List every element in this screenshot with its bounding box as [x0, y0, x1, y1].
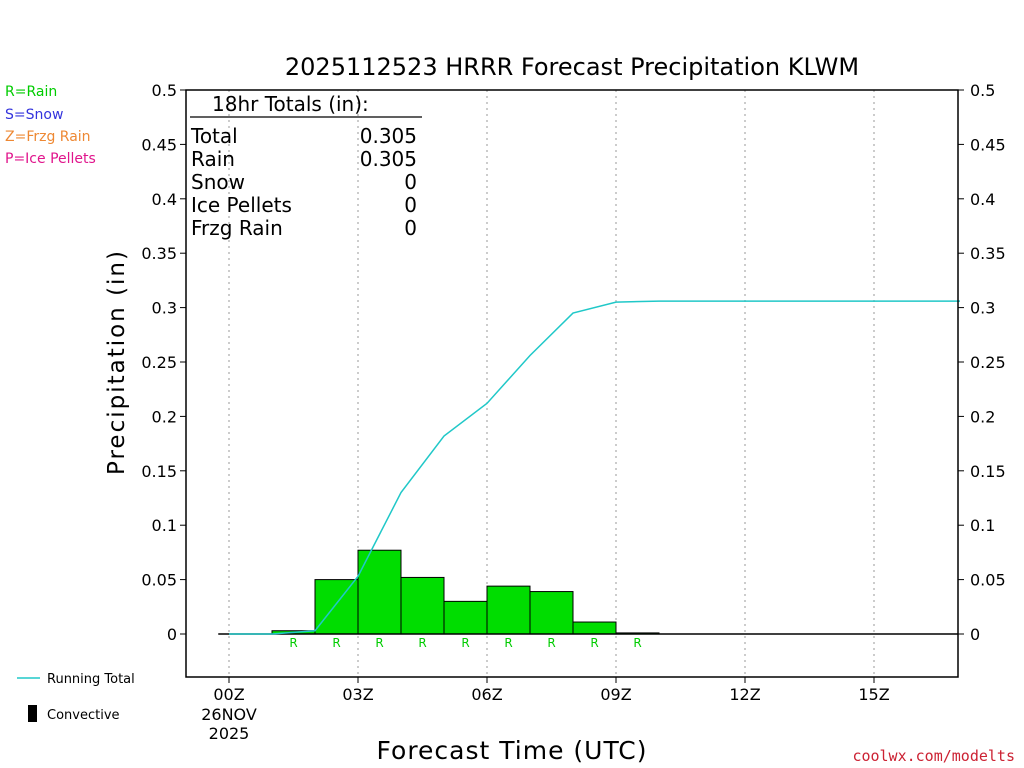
- x-tick-label-09Z: 09Z: [600, 685, 631, 704]
- y-tick-label-right: 0.4: [970, 190, 995, 209]
- precip-bar-hour-9: [572, 621, 617, 635]
- totals-value-rain: 0.305: [360, 147, 417, 171]
- precip-type-marker-hour-4: R: [375, 636, 383, 650]
- y-tick-label-left: 0.3: [152, 299, 177, 318]
- x-tick-year: 2025: [209, 724, 250, 743]
- convective-legend-swatch: [28, 705, 37, 722]
- convective-legend-label: Convective: [47, 708, 120, 723]
- precip-type-marker-hour-5: R: [418, 636, 426, 650]
- precip-bar-hour-8: [529, 591, 574, 635]
- y-tick-label-left: 0.05: [141, 571, 177, 590]
- precip-bar-hour-5: [400, 576, 445, 635]
- running-total-legend-label: Running Total: [47, 672, 135, 687]
- precip-type-marker-hour-7: R: [504, 636, 512, 650]
- y-tick-label-right: 0.1: [970, 516, 995, 535]
- type-legend: R=Rain S=Snow Z=Frzg Rain P=Ice Pellets: [5, 84, 96, 167]
- precip-type-marker-hour-9: R: [590, 636, 598, 650]
- totals-value-ice-pellets: 0: [404, 193, 417, 217]
- x-tick-label-06Z: 06Z: [471, 685, 502, 704]
- y-tick-label-right: 0.3: [970, 299, 995, 318]
- totals-box: 18hr Totals (in): Total 0.305 Rain 0.305…: [190, 92, 422, 240]
- bars-layer: [271, 549, 660, 635]
- precip-type-marker-hour-2: R: [289, 636, 297, 650]
- totals-label-snow: Snow: [191, 170, 245, 194]
- precip-bar-hour-4: [357, 549, 402, 635]
- x-axis-label: Forecast Time (UTC): [377, 736, 648, 765]
- credit-text: coolwx.com/modelts: [852, 747, 1015, 765]
- running-total-line: [229, 300, 960, 635]
- totals-label-frzg-rain: Frzg Rain: [191, 216, 283, 240]
- totals-label-ice-pellets: Ice Pellets: [191, 193, 292, 217]
- x-tick-label-03Z: 03Z: [342, 685, 373, 704]
- y-tick-label-left: 0.45: [141, 135, 177, 154]
- y-tick-label-right: 0.2: [970, 407, 995, 426]
- plot-frame: [185, 89, 959, 678]
- y-tick-label-left: 0.25: [141, 353, 177, 372]
- totals-header: 18hr Totals (in):: [212, 92, 369, 116]
- x-tick-label-15Z: 15Z: [858, 685, 889, 704]
- totals-label-total: Total: [190, 124, 238, 148]
- y-axis-ticks: 0 00.05 0.050.1 0.10.15 0.150.2 0.20.25 0.250.…: [141, 81, 1005, 644]
- grid-lines: [228, 90, 875, 677]
- precip-type-marker-hour-8: R: [547, 636, 555, 650]
- precip-type-marker-hour-6: R: [461, 636, 469, 650]
- precip-bar-hour-6: [443, 600, 488, 635]
- y-tick-label-left: 0.5: [152, 81, 177, 100]
- precip-type-marker-hour-3: R: [332, 636, 340, 650]
- y-tick-label-left: 0: [167, 625, 177, 644]
- precip-bar-hour-3: [314, 579, 359, 635]
- y-axis-label: Precipitation (in): [104, 249, 130, 475]
- legend-snow: S=Snow: [5, 107, 63, 123]
- y-tick-label-right: 0.05: [970, 571, 1006, 590]
- y-tick-label-right: 0.45: [970, 135, 1006, 154]
- totals-value-frzg-rain: 0: [404, 216, 417, 240]
- legend-ice-pellets: P=Ice Pellets: [5, 151, 96, 167]
- y-tick-label-right: 0.35: [970, 244, 1006, 263]
- y-tick-label-left: 0.1: [152, 516, 177, 535]
- x-tick-label-12Z: 12Z: [729, 685, 760, 704]
- legend-rain: R=Rain: [5, 84, 57, 100]
- legend-frzg-rain: Z=Frzg Rain: [5, 129, 91, 145]
- y-tick-label-right: 0.25: [970, 353, 1006, 372]
- y-tick-label-right: 0: [970, 625, 980, 644]
- precip-type-marker-hour-10: R: [633, 636, 641, 650]
- y-tick-label-left: 0.15: [141, 462, 177, 481]
- totals-value-total: 0.305: [360, 124, 417, 148]
- y-tick-label-right: 0.15: [970, 462, 1006, 481]
- x-tick-date: 26NOV: [201, 705, 257, 724]
- precip-bar-hour-7: [486, 585, 531, 635]
- chart-title: 2025112523 HRRR Forecast Precipitation K…: [285, 53, 859, 81]
- series-legend: Running Total Convective: [17, 672, 135, 723]
- y-tick-label-left: 0.35: [141, 244, 177, 263]
- y-tick-label-right: 0.5: [970, 81, 995, 100]
- y-tick-label-left: 0.2: [152, 407, 177, 426]
- y-tick-label-left: 0.4: [152, 190, 177, 209]
- totals-label-rain: Rain: [191, 147, 235, 171]
- totals-value-snow: 0: [404, 170, 417, 194]
- x-tick-label-00Z: 00Z: [213, 685, 244, 704]
